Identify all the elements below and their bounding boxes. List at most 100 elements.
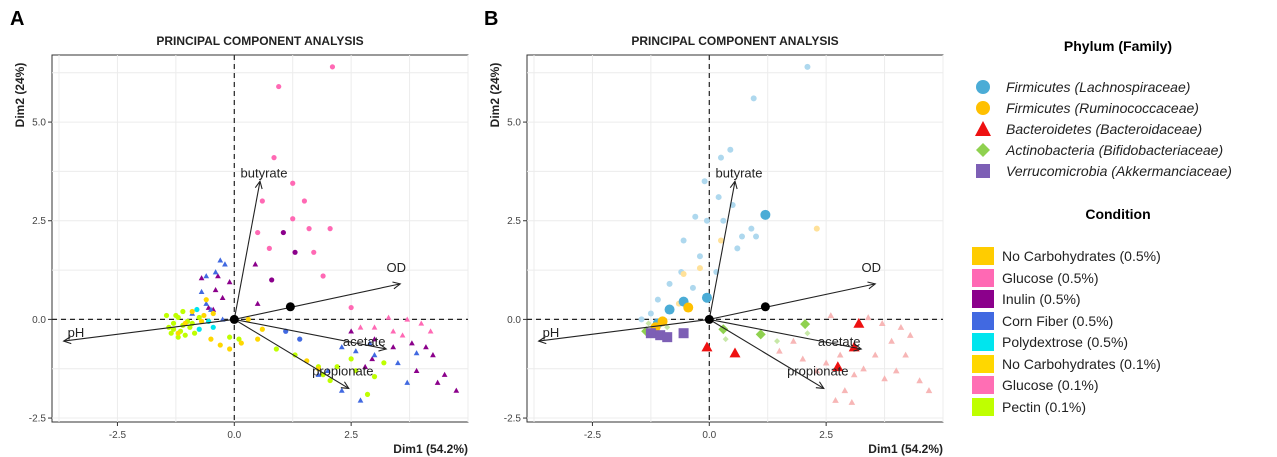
- vector-ph: [538, 318, 710, 342]
- data-point-faded: [680, 237, 687, 244]
- x-axis-label: Dim1 (54.2%): [393, 442, 468, 456]
- data-point-faded: [892, 367, 900, 374]
- loading-vectors: butyrate OD pH acetate propionate: [62, 165, 406, 390]
- data-point: [453, 387, 460, 393]
- vector-butyrate: [708, 181, 736, 320]
- x-tick-label: -2.5: [584, 430, 602, 441]
- vector-arrowhead: [815, 381, 825, 390]
- chart-title: PRINCIPAL COMPONENT ANALYSIS: [631, 34, 838, 48]
- legend-color-swatch: [972, 290, 994, 308]
- vector-arrowhead: [254, 180, 263, 190]
- data-point: [245, 316, 251, 322]
- data-point-faded: [720, 217, 727, 224]
- data-point-faded: [701, 178, 708, 185]
- data-point: [180, 308, 186, 315]
- data-point: [201, 312, 207, 319]
- data-point-faded: [850, 371, 858, 378]
- vector-label-acetate: acetate: [818, 334, 861, 349]
- legend-condition-title: Condition: [1085, 206, 1151, 222]
- legend-condition-label: Glucose (0.5%): [1002, 269, 1099, 286]
- data-point: [371, 374, 378, 380]
- data-point: [175, 330, 181, 336]
- legend: Phylum (Family) Firmicutes (Lachnospirac…: [968, 0, 1268, 457]
- data-point: [255, 229, 261, 236]
- data-point-faded: [638, 316, 645, 323]
- data-point-highlight: [655, 330, 666, 341]
- y-axis-label: Dim2 (24%): [488, 63, 502, 128]
- data-point: [182, 332, 188, 338]
- legend-condition-item: Glucose (0.5%): [972, 268, 1098, 288]
- data-point: [413, 350, 420, 356]
- data-point: [208, 336, 214, 342]
- data-point: [315, 366, 322, 372]
- data-point: [173, 312, 179, 319]
- data-point: [413, 367, 420, 373]
- data-point: [255, 336, 261, 342]
- data-point: [427, 328, 434, 334]
- data-point: [348, 356, 354, 362]
- vector-arrowhead: [853, 343, 863, 352]
- data-point: [170, 326, 177, 332]
- x-tick-label: 2.5: [344, 430, 358, 441]
- data-point-highlight: [800, 319, 811, 330]
- data-point: [217, 342, 223, 348]
- data-point-faded: [664, 324, 671, 331]
- data-point-highlight: [832, 361, 844, 372]
- legend-phylum-item: Firmicutes (Ruminococcaceae): [968, 98, 1199, 118]
- data-point: [390, 344, 397, 350]
- data-point-faded: [832, 396, 839, 403]
- data-point: [273, 346, 279, 352]
- x-axis-label: Dim1 (54.2%): [868, 442, 943, 456]
- legend-color-swatch: [972, 376, 994, 394]
- data-point: [189, 308, 195, 315]
- pca-figure: butyrate OD pH acetate propionate -2.5 0.0 2.5 -…: [13, 34, 944, 456]
- data-point: [280, 229, 286, 236]
- data-point-faded: [790, 337, 797, 344]
- data-point-faded: [654, 296, 661, 303]
- data-point-highlight: [657, 316, 668, 327]
- panel-label-b: B: [484, 8, 499, 30]
- legend-condition-label: Pectin (0.1%): [1002, 398, 1087, 415]
- pca-panel-a: butyrate OD pH acetate propionate -2.5 0.0 2.5 -…: [13, 34, 469, 456]
- data-point-faded: [739, 233, 746, 240]
- data-point-faded: [902, 351, 909, 358]
- legend-phylum-item: Verrucomicrobia (Akkermanciaceae): [968, 161, 1232, 181]
- data-point: [327, 377, 333, 384]
- legend-condition-label: Corn Fiber (0.5%): [1002, 312, 1114, 329]
- data-point: [409, 340, 415, 346]
- data-point-faded: [860, 365, 867, 372]
- data-point: [292, 249, 298, 255]
- y-axis-label: Dim2 (24%): [13, 63, 27, 128]
- vector-propionate: [709, 318, 825, 389]
- data-point: [418, 320, 425, 326]
- data-point-faded: [848, 398, 856, 405]
- legend-condition-label: Glucose (0.1%): [1002, 377, 1099, 393]
- vector-arrowhead: [392, 281, 402, 290]
- data-points: [638, 63, 933, 405]
- legend-phylum-label: Bacteroidetes (Bacteroidaceae): [1006, 121, 1203, 137]
- data-point-highlight: [678, 328, 689, 339]
- legend-condition-item: Polydextrose (0.5%): [972, 332, 1128, 352]
- data-point: [238, 340, 244, 346]
- data-point-faded: [774, 338, 781, 345]
- loading-vectors: butyrate OD pH acetate propionate: [537, 165, 881, 390]
- data-point: [399, 332, 406, 338]
- y-tick-label: -2.5: [504, 414, 522, 425]
- vector-butyrate: [233, 181, 261, 320]
- data-point: [290, 180, 296, 186]
- vector-arrowhead: [62, 336, 72, 345]
- data-point: [212, 286, 219, 293]
- legend-phylum-title: Phylum (Family): [1063, 38, 1173, 54]
- data-point: [252, 261, 259, 267]
- data-point-highlight: [848, 341, 860, 352]
- centroid-point: [285, 302, 295, 312]
- data-point: [198, 275, 205, 281]
- data-point-highlight: [701, 341, 713, 352]
- data-point: [390, 328, 397, 334]
- data-point: [366, 340, 373, 346]
- legend-condition-label: No Carbohydrates (0.1%): [1002, 355, 1161, 372]
- vector-acetate: [234, 318, 387, 350]
- data-point: [357, 397, 364, 403]
- data-point: [222, 261, 228, 267]
- y-tick-label: 2.5: [32, 216, 46, 227]
